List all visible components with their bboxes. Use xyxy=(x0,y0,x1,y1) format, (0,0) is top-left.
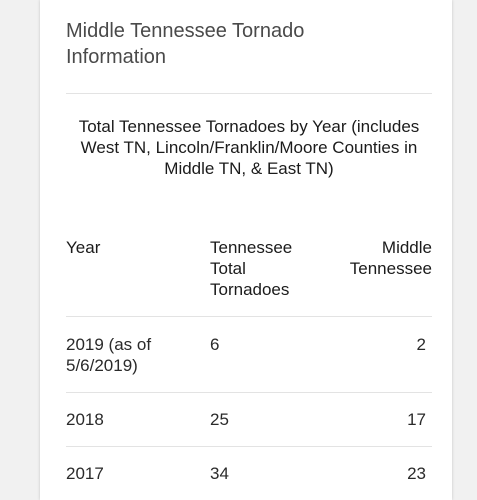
cell-tennessee-total: 6 xyxy=(210,335,220,354)
header-divider xyxy=(66,316,432,317)
cell-middle-tennessee: 2 xyxy=(416,335,426,354)
row-divider xyxy=(66,446,432,447)
tornado-info-card: Middle Tennessee Tornado Information Tot… xyxy=(40,0,452,500)
cell-year: 2017 xyxy=(66,464,104,483)
cell-year: 2019 (as of 5/6/2019) xyxy=(66,335,152,375)
column-header-middle-tennessee: Middle Tennessee xyxy=(349,238,432,278)
row-divider xyxy=(66,392,432,393)
cell-year: 2018 xyxy=(66,410,104,429)
cell-middle-tennessee: 23 xyxy=(407,464,426,483)
cell-tennessee-total: 34 xyxy=(210,464,229,483)
cell-tennessee-total: 25 xyxy=(210,410,229,429)
column-header-tennessee-total: Tennessee Total Tornadoes xyxy=(210,238,293,299)
table-caption: Total Tennessee Tornadoes by Year (inclu… xyxy=(78,117,420,178)
card-title: Middle Tennessee Tornado Information xyxy=(66,20,305,68)
title-divider xyxy=(66,93,432,94)
cell-middle-tennessee: 17 xyxy=(407,410,426,429)
column-header-year: Year xyxy=(66,238,101,257)
